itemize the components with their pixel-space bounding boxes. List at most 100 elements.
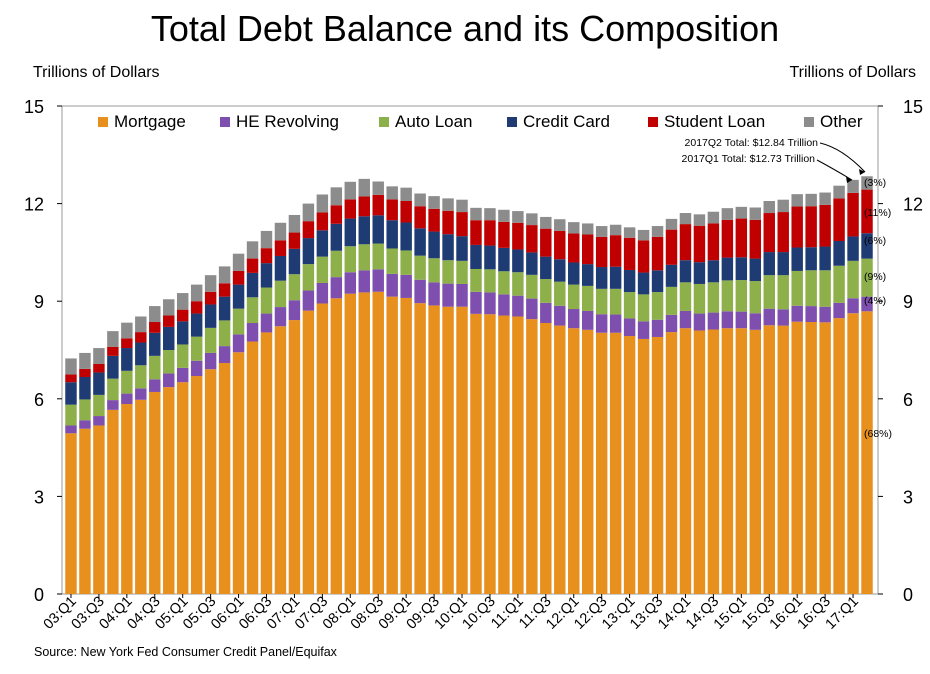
bar-auto-loan-14-q2 bbox=[693, 283, 706, 314]
bar-mortgage-06-q1 bbox=[232, 352, 245, 594]
bar-student-loan-08-q4 bbox=[386, 199, 398, 221]
bar-other-15-q2 bbox=[749, 207, 762, 220]
bar-other-08-q4 bbox=[386, 186, 398, 200]
bar-auto-loan-09-q1 bbox=[400, 250, 412, 275]
bar-mortgage-04-q3 bbox=[149, 391, 161, 594]
bar-mortgage-16-q1 bbox=[791, 321, 803, 594]
bar-mortgage-03-q1 bbox=[65, 433, 77, 594]
bar-student-loan-17-q2 bbox=[861, 189, 873, 234]
bar-student-loan-04-q1 bbox=[121, 338, 133, 349]
bar-other-04-q4 bbox=[163, 299, 175, 316]
bar-mortgage-13-q3 bbox=[651, 336, 664, 594]
bar-student-loan-09-q4 bbox=[442, 210, 454, 235]
y-tick-label-left: 0 bbox=[34, 585, 44, 605]
bar-other-13-q3 bbox=[651, 226, 664, 237]
y-tick-label-right: 6 bbox=[903, 390, 913, 410]
bar-credit-card-16-q1 bbox=[791, 247, 803, 271]
bar-student-loan-12-q3 bbox=[595, 236, 608, 268]
bar-credit-card-12-q2 bbox=[581, 264, 594, 286]
bar-mortgage-10-q1 bbox=[456, 306, 468, 594]
bar-other-09-q4 bbox=[442, 198, 454, 211]
bar-auto-loan-17-q1 bbox=[847, 260, 859, 299]
bar-he-revolving-09-q3 bbox=[428, 282, 440, 306]
bar-auto-loan-12-q2 bbox=[581, 285, 594, 311]
bar-he-revolving-15-q1 bbox=[735, 311, 748, 329]
bar-other-15-q3 bbox=[763, 201, 775, 214]
q2-total-annotation: 2017Q2 Total: $12.84 Trillion bbox=[685, 137, 819, 149]
bar-he-revolving-14-q2 bbox=[693, 313, 706, 331]
bar-other-05-q1 bbox=[176, 293, 189, 310]
bar-other-16-q4 bbox=[833, 185, 845, 199]
bar-auto-loan-10-q3 bbox=[484, 269, 496, 293]
bar-auto-loan-11-q2 bbox=[526, 274, 538, 299]
y-tick-label-right: 9 bbox=[903, 292, 913, 312]
bar-mortgage-03-q4 bbox=[107, 409, 119, 594]
bar-mortgage-14-q4 bbox=[721, 328, 734, 594]
bar-credit-card-17-q2 bbox=[861, 233, 873, 259]
bar-student-loan-08-q3 bbox=[372, 194, 384, 216]
composition-share-label: (9%) bbox=[864, 271, 886, 283]
bar-student-loan-03-q1 bbox=[65, 374, 77, 383]
y-axis-unit-left: Trillions of Dollars bbox=[33, 64, 160, 81]
q2-total-arrow bbox=[819, 142, 866, 173]
bar-auto-loan-12-q4 bbox=[609, 288, 622, 315]
bar-mortgage-15-q3 bbox=[763, 325, 775, 594]
bar-student-loan-07-q4 bbox=[330, 205, 343, 224]
bar-student-loan-03-q3 bbox=[93, 363, 105, 373]
legend-item-he-revolving: HE Revolving bbox=[220, 112, 339, 132]
bar-auto-loan-16-q4 bbox=[833, 265, 845, 303]
bar-student-loan-05-q4 bbox=[218, 283, 231, 297]
bar-auto-loan-11-q3 bbox=[540, 279, 552, 303]
bar-mortgage-14-q1 bbox=[679, 328, 692, 594]
bar-other-13-q1 bbox=[623, 227, 636, 238]
bar-student-loan-10-q3 bbox=[484, 220, 496, 246]
bar-other-03-q4 bbox=[107, 331, 119, 347]
bar-other-11-q1 bbox=[512, 211, 524, 223]
bar-credit-card-13-q3 bbox=[651, 270, 664, 293]
y-tick-label-left: 12 bbox=[24, 195, 44, 215]
bar-other-11-q4 bbox=[554, 219, 566, 231]
bar-he-revolving-13-q2 bbox=[637, 321, 650, 339]
bar-other-05-q2 bbox=[190, 284, 203, 302]
bar-credit-card-07-q4 bbox=[330, 223, 343, 251]
bar-mortgage-15-q2 bbox=[749, 329, 762, 594]
bar-mortgage-16-q2 bbox=[805, 322, 817, 594]
bar-student-loan-15-q4 bbox=[777, 212, 789, 253]
bar-mortgage-12-q1 bbox=[568, 328, 580, 594]
bar-mortgage-03-q3 bbox=[93, 425, 105, 594]
bar-credit-card-05-q4 bbox=[218, 296, 231, 321]
bar-he-revolving-10-q1 bbox=[456, 283, 468, 307]
bar-other-04-q1 bbox=[121, 322, 133, 339]
bar-student-loan-16-q4 bbox=[833, 198, 845, 242]
bar-auto-loan-12-q1 bbox=[568, 284, 580, 310]
bar-auto-loan-15-q4 bbox=[777, 275, 789, 310]
bar-credit-card-09-q1 bbox=[400, 222, 412, 251]
bar-he-revolving-11-q1 bbox=[512, 295, 524, 317]
bar-auto-loan-16-q1 bbox=[791, 270, 803, 306]
bar-other-10-q4 bbox=[498, 209, 510, 222]
bar-credit-card-16-q3 bbox=[819, 246, 831, 271]
bar-he-revolving-07-q3 bbox=[316, 282, 329, 304]
bar-auto-loan-06-q4 bbox=[274, 280, 287, 308]
bar-he-revolving-16-q2 bbox=[805, 306, 817, 323]
bar-student-loan-13-q3 bbox=[651, 236, 664, 271]
bar-mortgage-08-q4 bbox=[386, 296, 398, 594]
bar-credit-card-16-q2 bbox=[805, 247, 817, 271]
bar-credit-card-13-q2 bbox=[637, 272, 650, 295]
bar-mortgage-08-q2 bbox=[358, 292, 370, 594]
bar-credit-card-03-q1 bbox=[65, 382, 77, 405]
bar-mortgage-17-q2 bbox=[861, 311, 873, 594]
bar-he-revolving-07-q4 bbox=[330, 277, 343, 299]
bar-auto-loan-15-q1 bbox=[735, 280, 748, 312]
bar-student-loan-14-q3 bbox=[707, 223, 720, 261]
bar-student-loan-15-q3 bbox=[763, 213, 775, 253]
bar-he-revolving-08-q1 bbox=[344, 272, 357, 294]
bar-credit-card-07-q3 bbox=[316, 230, 329, 257]
bar-mortgage-07-q3 bbox=[316, 303, 329, 594]
bar-other-12-q2 bbox=[581, 223, 594, 235]
composition-share-label: (11%) bbox=[864, 207, 891, 219]
chart-title: Total Debt Balance and its Composition bbox=[150, 8, 780, 49]
bar-other-16-q1 bbox=[791, 194, 803, 207]
bar-auto-loan-08-q1 bbox=[344, 246, 357, 273]
